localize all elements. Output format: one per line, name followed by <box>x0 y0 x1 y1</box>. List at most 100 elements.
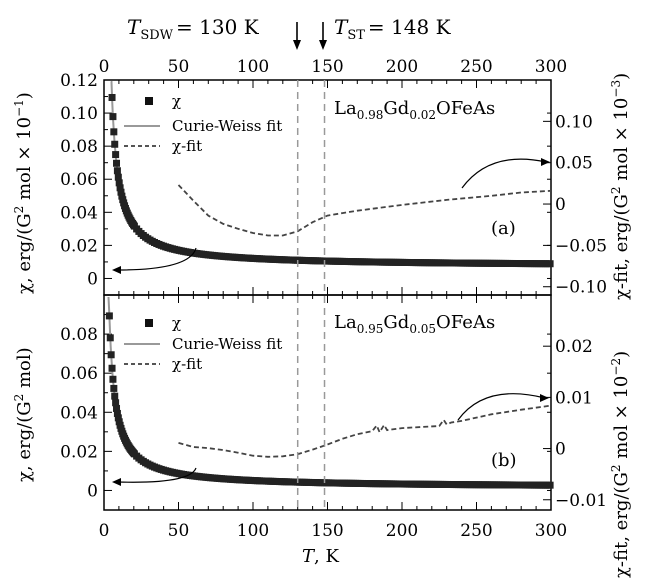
y-label-right-bottom-a: χ-fit, erg/(G <box>611 472 632 578</box>
chi-fit-line-b <box>178 404 552 458</box>
t-st-symbol: T <box>334 15 349 39</box>
legend-b: χ Curie-Weiss fit χ-fit <box>124 314 282 373</box>
chi-data-point <box>109 375 117 383</box>
chi-data-point <box>109 113 117 121</box>
bottom-x-tick-label: 250 <box>460 521 492 541</box>
chi-data-point <box>111 140 119 148</box>
y-label-right-bottom: χ-fit, erg/(G2 mol × 10−2) <box>609 351 632 578</box>
x-axis-label: T, K <box>302 546 339 567</box>
t-st-value: = 148 K <box>368 15 452 39</box>
sample-b-sub2: 0.05 <box>409 322 436 336</box>
left-y-tick-label: 0.04 <box>60 403 98 423</box>
chi-data-point <box>108 364 116 372</box>
sample-a-element2: Gd <box>383 98 409 119</box>
y-label-left-top-sup: 2 <box>12 206 26 214</box>
chi-data-point <box>110 128 118 136</box>
sample-label-a: La0.98Gd0.02OFeAs <box>334 98 495 122</box>
y-label-right-bottom-sup2: −2 <box>609 358 623 376</box>
legend-b-cw-label: Curie-Weiss fit <box>172 335 282 353</box>
bottom-x-tick-label: 300 <box>535 521 567 541</box>
legend-b-chi-label: χ <box>172 314 181 332</box>
chi-fit-line-a <box>177 184 552 237</box>
top-x-tick-label: 50 <box>168 57 190 77</box>
fit-axis-arrow-b-head <box>540 394 549 402</box>
y-label-left-top: χ, erg/(G2 mol × 10−1) <box>12 92 35 294</box>
t-sdw-annotation: TSDW = 130 K <box>127 15 260 43</box>
left-y-tick-label: 0.10 <box>60 104 98 124</box>
y-label-left-top-a: χ, erg/(G <box>14 213 35 294</box>
panel-label-a: (a) <box>491 218 516 239</box>
y-label-right-top-sup2: −3 <box>609 80 623 98</box>
t-sdw-subscript: SDW <box>140 28 173 43</box>
sample-a-element1: La <box>334 98 357 119</box>
chi-data-point <box>115 179 123 187</box>
sample-b-sub1: 0.95 <box>357 322 384 336</box>
y-label-right-top-b: mol × 10 <box>611 98 632 187</box>
left-y-tick-label: 0 <box>87 269 98 289</box>
top-x-tick-label: 100 <box>237 57 269 77</box>
bottom-x-tick-label: 100 <box>237 521 269 541</box>
y-label-right-bottom-c: ) <box>611 351 632 358</box>
bottom-x-tick-label: 200 <box>386 521 418 541</box>
left-y-tick-label: 0.08 <box>60 325 98 345</box>
legend-b-fit-label: χ-fit <box>172 355 202 373</box>
right-y-tick-label: −0.10 <box>555 278 607 298</box>
top-x-tick-label: 150 <box>311 57 343 77</box>
top-x-tick-label: 300 <box>535 57 567 77</box>
y-label-right-top-sup: 2 <box>609 186 623 194</box>
chi-data-point <box>546 481 554 489</box>
x-axis-label-symbol: T <box>302 546 316 567</box>
chi-data-point <box>116 184 124 192</box>
chi-data-point <box>546 260 554 268</box>
bottom-x-tick-label: 0 <box>99 521 110 541</box>
chi-data-point <box>114 414 122 422</box>
chart-marks: 00505010010015015020020025025030030000.0… <box>60 22 607 541</box>
sample-a-rest: OFeAs <box>436 98 495 119</box>
svg-text:TSDW= 130 K: TSDW = 130 K <box>127 15 260 43</box>
sample-b-rest: OFeAs <box>436 312 495 333</box>
fit-axis-arrow-a-curve <box>461 158 547 189</box>
chi-data-point <box>111 392 119 400</box>
sample-label-b: La0.95Gd0.05OFeAs <box>334 312 495 336</box>
legend-a-cw-label: Curie-Weiss fit <box>172 117 282 135</box>
chi-data-point <box>107 351 115 359</box>
right-y-tick-label: 0.02 <box>555 337 593 357</box>
bottom-x-tick-label: 50 <box>168 521 190 541</box>
left-y-tick-label: 0.12 <box>60 71 98 91</box>
right-y-tick-label: 0 <box>555 440 566 460</box>
left-y-tick-label: 0.08 <box>60 137 98 157</box>
legend-b-chi-marker <box>145 319 153 327</box>
chi-data-point <box>118 192 126 200</box>
legend-a: χ Curie-Weiss fit χ-fit <box>124 92 282 155</box>
fit-axis-arrow-a-head <box>541 158 550 166</box>
sample-b-element1: La <box>334 312 357 333</box>
y-label-left-bottom-sup: 2 <box>12 394 26 402</box>
chi-axis-arrow-a-head <box>112 266 121 274</box>
fit-axis-arrow-b-curve <box>457 393 546 421</box>
st-arrow-head <box>319 40 327 50</box>
chi-data-point <box>108 93 116 101</box>
right-y-tick-label: −0.01 <box>555 491 607 511</box>
left-y-tick-label: 0.04 <box>60 203 98 223</box>
right-y-tick-label: 0.01 <box>555 388 593 408</box>
y-label-left-bottom-b: mol) <box>14 347 35 393</box>
y-label-left-bottom: χ, erg/(G2 mol) <box>12 347 35 482</box>
chi-data-point <box>112 151 120 159</box>
sdw-arrow-head <box>293 40 301 50</box>
sample-b-element2: Gd <box>383 312 409 333</box>
sample-a-sub2: 0.02 <box>409 108 436 122</box>
t-st-annotation: TST = 148 K <box>334 15 452 43</box>
chi-data-point <box>113 404 121 412</box>
chi-axis-arrow-a-curve <box>117 247 197 271</box>
x-axis-label-unit: , K <box>314 546 339 567</box>
legend-a-chi-marker <box>145 97 153 105</box>
chi-data-point <box>113 167 121 175</box>
y-label-left-top-sup2: −1 <box>12 99 26 117</box>
chi-data-point <box>113 159 121 167</box>
legend-a-chi-label: χ <box>172 92 181 110</box>
right-y-tick-label: 0.05 <box>555 154 593 174</box>
legend-a-fit-label: χ-fit <box>172 137 202 155</box>
panel-label-b: (b) <box>491 450 517 471</box>
left-y-tick-label: 0.02 <box>60 236 98 256</box>
